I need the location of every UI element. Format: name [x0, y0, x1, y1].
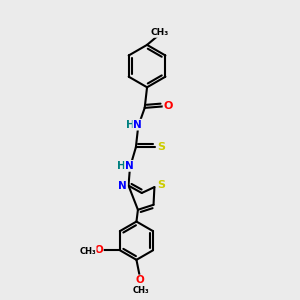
Text: CH₃: CH₃ [151, 28, 169, 37]
Text: H: H [126, 120, 134, 130]
Text: CH₃: CH₃ [132, 286, 149, 295]
Text: N: N [125, 161, 134, 171]
Text: S: S [157, 142, 165, 152]
Text: O: O [135, 275, 144, 285]
Text: S: S [157, 180, 165, 190]
Text: N: N [118, 181, 127, 190]
Text: N: N [133, 120, 142, 130]
Text: CH₃: CH₃ [79, 247, 96, 256]
Text: O: O [164, 101, 173, 111]
Text: H: H [117, 161, 126, 171]
Text: O: O [94, 245, 103, 255]
